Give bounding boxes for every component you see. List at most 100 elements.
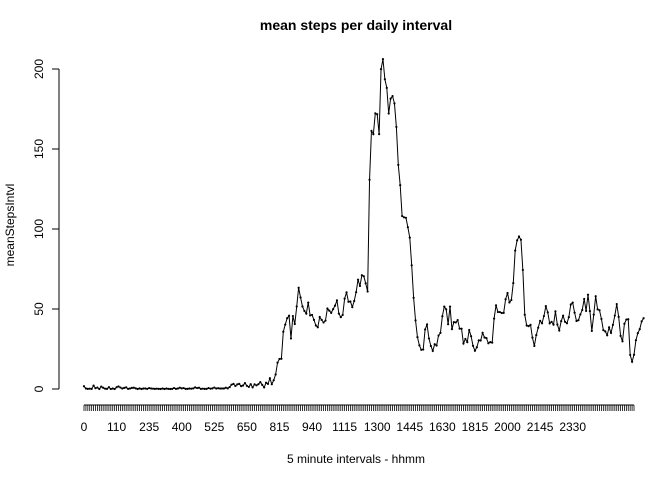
data-point (389, 97, 392, 100)
data-point (489, 341, 492, 344)
data-point (456, 318, 459, 322)
data-point (176, 387, 179, 390)
data-point (213, 386, 216, 389)
data-point (182, 386, 185, 390)
data-point (264, 381, 268, 384)
data-point (113, 387, 116, 391)
data-point (332, 308, 335, 311)
data-point (460, 327, 463, 330)
data-point (88, 387, 91, 390)
data-point (364, 282, 367, 285)
data-point (636, 332, 639, 335)
data-point (314, 324, 317, 327)
data-point (222, 387, 225, 390)
data-point (625, 318, 628, 321)
y-axis: 0 50 100 150 200 (32, 59, 60, 392)
data-point (418, 344, 421, 347)
data-point (125, 386, 128, 389)
data-point (619, 334, 622, 337)
data-point (312, 318, 316, 321)
data-point (508, 301, 511, 304)
x-axis: 0 110 235 400 525 650 815 940 1115 1300 1445 1630 18… (81, 404, 635, 434)
data-point (126, 387, 130, 390)
data-point (514, 249, 517, 252)
data-point (581, 308, 584, 312)
data-point (642, 317, 645, 320)
data-point (171, 387, 174, 390)
data-point (483, 336, 486, 339)
data-point (376, 113, 379, 116)
x-tick-label: 400 (172, 420, 192, 434)
data-point (345, 291, 348, 294)
data-point (381, 57, 385, 61)
data-point (335, 299, 339, 302)
data-point (366, 290, 369, 293)
data-point (102, 386, 105, 389)
data-point (425, 323, 429, 326)
data-point (247, 385, 250, 389)
data-point (130, 386, 134, 389)
x-tick-label: 2145 (527, 420, 554, 434)
data-point (424, 328, 427, 331)
data-point (263, 386, 266, 389)
x-tick-label: 1115 (332, 420, 357, 434)
data-point (205, 387, 208, 390)
data-point (92, 384, 95, 387)
data-point (259, 381, 262, 384)
data-point (410, 264, 413, 267)
data-point (159, 387, 162, 391)
data-point (188, 387, 191, 390)
data-point (268, 377, 271, 380)
data-point (592, 313, 595, 316)
data-point (167, 387, 170, 390)
data-point (172, 386, 176, 390)
data-point (441, 315, 444, 318)
data-point (272, 379, 275, 382)
data-point (638, 328, 641, 331)
x-tick-label: 1630 (429, 420, 456, 434)
data-point (282, 330, 285, 333)
data-point (584, 309, 588, 313)
y-tick-label: 150 (32, 139, 46, 159)
data-point (573, 311, 576, 314)
data-point (577, 319, 580, 322)
y-tick-label: 50 (32, 302, 46, 316)
data-point (289, 337, 293, 340)
data-point (220, 387, 224, 390)
data-point (155, 387, 158, 390)
data-point (149, 387, 153, 390)
data-point (121, 387, 124, 390)
data-point (307, 301, 310, 304)
data-point (197, 386, 201, 389)
y-tick-label: 0 (32, 385, 46, 392)
data-point (174, 387, 178, 390)
data-point (151, 387, 155, 390)
data-point (632, 353, 636, 356)
data-point (477, 339, 480, 342)
data-point (546, 311, 549, 314)
data-point (452, 321, 455, 324)
data-point (328, 309, 331, 312)
data-point (604, 330, 607, 333)
data-point (291, 314, 294, 318)
data-point (404, 216, 408, 219)
data-point (462, 342, 465, 345)
data-point (590, 329, 593, 333)
data-point (184, 387, 187, 390)
data-point (228, 385, 231, 389)
data-point (355, 291, 358, 294)
data-point (203, 387, 206, 390)
data-point (105, 387, 109, 390)
data-point (362, 275, 365, 278)
data-point (199, 387, 202, 390)
data-point (498, 310, 501, 314)
x-axis-label: 5 minute intervals - hhmm (287, 452, 425, 466)
data-point (433, 343, 436, 346)
chart-title: mean steps per daily interval (260, 17, 452, 33)
data-point (90, 387, 93, 390)
data-point (238, 382, 241, 385)
data-point (533, 344, 536, 348)
data-point (554, 310, 557, 313)
data-point (86, 387, 89, 390)
data-point (330, 311, 333, 314)
